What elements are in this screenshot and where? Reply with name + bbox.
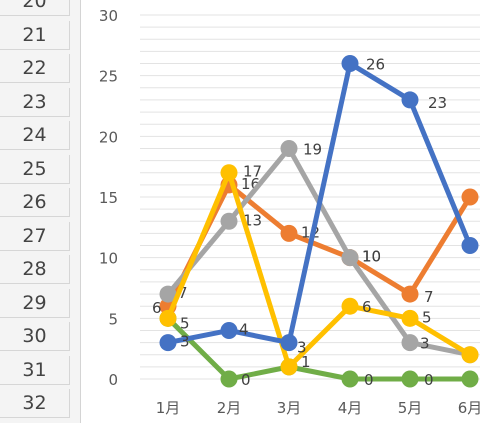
data-label: 5 [180, 314, 190, 332]
data-point [341, 370, 359, 388]
y-tick-label: 25 [99, 68, 118, 86]
row-header[interactable]: 23 [0, 87, 70, 117]
row-header[interactable]: 30 [0, 322, 70, 351]
data-label: 3 [297, 339, 307, 357]
data-label: 17 [243, 163, 262, 181]
data-point [220, 370, 238, 388]
row-header[interactable]: 31 [0, 355, 70, 385]
data-point [220, 212, 238, 230]
data-point [461, 237, 479, 255]
data-label: 6 [362, 298, 372, 316]
data-label: 5 [422, 308, 432, 326]
data-point [401, 285, 419, 303]
x-tick-label: 2月 [217, 399, 242, 417]
y-tick-label: 15 [99, 189, 118, 207]
data-point [461, 188, 479, 206]
x-tick-label: 6月 [458, 399, 480, 417]
data-point [461, 370, 479, 388]
data-point [280, 358, 298, 376]
data-label: 26 [366, 56, 385, 74]
data-label: 6 [152, 299, 162, 317]
y-tick-label: 30 [99, 7, 118, 25]
data-point [461, 346, 479, 364]
row-header-column: 20 21 22 23 24 25 26 27 28 29 30 31 32 [0, 0, 81, 423]
y-tick-label: 10 [99, 250, 118, 268]
data-label: 0 [364, 371, 374, 389]
data-label: 4 [239, 320, 249, 338]
data-point [159, 334, 177, 352]
x-tick-label: 1月 [156, 399, 181, 417]
data-label: 7 [424, 288, 434, 306]
y-tick-label: 5 [108, 310, 118, 328]
data-label: 3 [180, 333, 190, 351]
data-label: 7 [178, 284, 188, 302]
row-header[interactable]: 28 [0, 255, 70, 284]
data-point [280, 139, 298, 157]
data-point [341, 249, 359, 267]
data-point [401, 309, 419, 327]
row-header[interactable]: 29 [0, 288, 70, 318]
data-label: 0 [424, 371, 434, 389]
x-tick-label: 4月 [338, 399, 363, 417]
x-tick-label: 5月 [398, 399, 423, 417]
data-point [159, 285, 177, 303]
y-tick-label: 0 [108, 371, 118, 389]
data-point [341, 297, 359, 315]
row-header[interactable]: 21 [0, 20, 70, 50]
data-label: 10 [362, 248, 381, 266]
series-line [165, 61, 473, 346]
data-label: 10 [362, 248, 381, 266]
row-header[interactable]: 24 [0, 121, 70, 150]
data-point [280, 224, 298, 242]
data-point [280, 334, 298, 352]
data-label: 23 [428, 94, 447, 112]
data-label: 19 [303, 140, 322, 158]
y-axis-ticks: 0 5 10 15 20 25 30 [99, 7, 118, 389]
series-line [165, 315, 473, 382]
x-axis-ticks: 1月 2月 3月 4月 5月 6月 [156, 399, 480, 417]
data-label: 13 [243, 211, 262, 229]
line-series: 3 4 3 26 23 [159, 55, 479, 357]
data-point [220, 164, 238, 182]
row-header[interactable]: 25 [0, 154, 70, 184]
data-label: 3 [420, 335, 430, 353]
data-point [341, 55, 359, 73]
series-line [165, 182, 473, 309]
data-point [159, 309, 177, 327]
y-tick-label: 20 [99, 128, 118, 146]
x-tick-label: 3月 [277, 399, 302, 417]
row-header[interactable]: 26 [0, 188, 70, 217]
data-point [401, 91, 419, 109]
row-header[interactable]: 27 [0, 221, 70, 251]
data-point [401, 334, 419, 352]
row-header[interactable]: 32 [0, 389, 70, 418]
row-header[interactable]: 20 [0, 0, 70, 16]
data-label: 0 [241, 371, 251, 389]
data-label: 1 [301, 353, 311, 371]
data-point [401, 370, 419, 388]
series-line [165, 170, 473, 370]
row-header[interactable]: 22 [0, 54, 70, 83]
data-point [220, 321, 238, 339]
